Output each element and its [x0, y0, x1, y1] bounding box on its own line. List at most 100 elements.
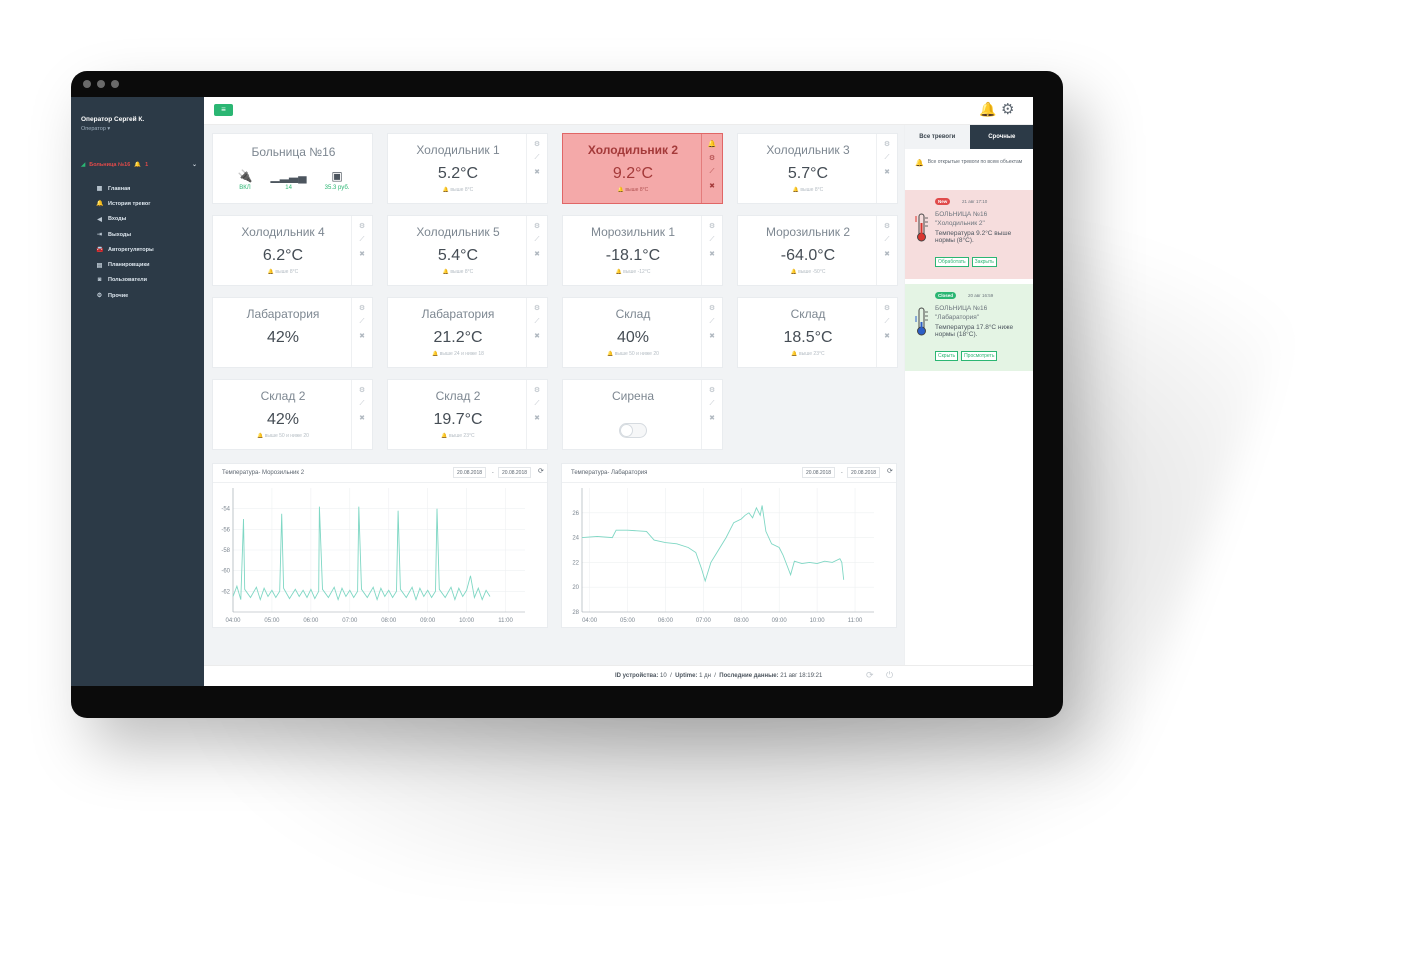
chart-icon[interactable]: ⟋: [534, 318, 540, 325]
date-from-input[interactable]: 20.08.2018: [453, 467, 487, 478]
gear-icon[interactable]: ⚙: [533, 141, 541, 148]
chart-icon[interactable]: ⟋: [709, 400, 715, 407]
gear-icon[interactable]: ⚙: [533, 387, 541, 394]
close-icon[interactable]: ✖: [359, 333, 365, 340]
sensor-card[interactable]: Склад 40% 🔔 выше 50 и ниже 20 ⚙ ⟋ ✖: [562, 297, 723, 368]
chart-icon[interactable]: ⟋: [884, 318, 890, 325]
menu-toggle-button[interactable]: ≡: [214, 104, 233, 116]
alert-card-closed[interactable]: Closed 20 авг 16:59 БОЛЬНИЦА №16 "Лабара…: [905, 284, 1033, 371]
chart-icon[interactable]: ⟋: [884, 154, 890, 161]
sidebar-item-3[interactable]: ◀ Входы: [96, 212, 154, 227]
sync-icon[interactable]: ⟳: [866, 670, 874, 680]
close-icon[interactable]: ✖: [534, 333, 540, 340]
process-button[interactable]: Обработать: [935, 257, 969, 267]
chart-icon[interactable]: ⟋: [359, 236, 365, 243]
chart-icon[interactable]: ⟋: [359, 400, 365, 407]
sidebar-item-6[interactable]: ▤ Планировщики: [96, 257, 154, 272]
sensor-card[interactable]: Холодильник 5 5.4°C 🔔 выше 8°C ⚙ ⟋ ✖: [387, 215, 548, 286]
money-icon: ▣: [331, 169, 343, 183]
sensor-card[interactable]: Холодильник 3 5.7°C 🔔 выше 8°C ⚙ ⟋ ✖: [737, 133, 898, 204]
chart-icon[interactable]: ⟋: [534, 400, 540, 407]
gear-icon[interactable]: ⚙: [533, 223, 541, 230]
close-icon[interactable]: ✖: [709, 251, 715, 258]
sidebar-item-label: Входы: [108, 216, 127, 223]
gear-icon[interactable]: ⚙: [708, 155, 716, 162]
gear-icon[interactable]: ⚙: [883, 223, 891, 230]
chart-icon[interactable]: ⟋: [709, 168, 715, 175]
view-button[interactable]: Просмотреть: [961, 351, 998, 361]
card-actions: ⚙ ⟋ ✖: [526, 216, 547, 285]
sensor-card[interactable]: Холодильник 4 6.2°C 🔔 выше 8°C ⚙ ⟋ ✖: [212, 215, 373, 286]
site-selector[interactable]: ◢ Больница №16 🔔 1 ⌄: [81, 161, 197, 169]
bell-icon[interactable]: 🔔: [979, 101, 997, 117]
sensor-card[interactable]: Сирена ⚙ ⟋ ✖: [562, 379, 723, 450]
app-screen: Оператор Сергей К. Оператор ▾ ◢ Больница…: [71, 97, 1033, 686]
sensor-card[interactable]: Склад 18.5°C 🔔 выше 23°C ⚙ ⟋ ✖: [737, 297, 898, 368]
sidebar-item-2[interactable]: 🔔 История тревог: [96, 196, 154, 211]
tab-all-alerts[interactable]: Все тревоги: [905, 125, 970, 149]
siren-toggle[interactable]: [619, 423, 647, 438]
chart-card-freezer2: Температура- Морозильник 2 20.08.2018 - …: [212, 463, 548, 628]
sensor-card[interactable]: Лабаратория 21.2°C 🔔 выше 24 и ниже 18 ⚙ ⟋ ✖: [387, 297, 548, 368]
user-role-dropdown[interactable]: Оператор ▾: [81, 126, 111, 132]
all-open-note: 🔔 Все открытые тревоги по всем объектам: [915, 159, 1030, 167]
close-icon[interactable]: ✖: [709, 415, 715, 422]
close-icon[interactable]: ✖: [359, 415, 365, 422]
power-icon[interactable]: ⏻: [886, 670, 894, 680]
hide-button[interactable]: Скрыть: [935, 351, 959, 361]
close-icon[interactable]: ✖: [709, 333, 715, 340]
chart-icon[interactable]: ⟋: [534, 154, 540, 161]
chart-icon[interactable]: ⟋: [709, 318, 715, 325]
gear-icon[interactable]: ⚙: [708, 223, 716, 230]
gear-icon[interactable]: ⚙: [358, 223, 366, 230]
date-to-input[interactable]: 20.08.2018: [847, 467, 881, 478]
refresh-icon[interactable]: ⟳: [538, 468, 544, 475]
close-icon[interactable]: ✖: [884, 169, 890, 176]
chart-icon[interactable]: ⟋: [709, 236, 715, 243]
settings-gear-icon[interactable]: ⚙: [1001, 101, 1015, 118]
alert-card-new[interactable]: New 21 авг 17:10 БОЛЬНИЦА №16 "Холодильн…: [905, 190, 1033, 279]
sidebar-item-5[interactable]: 🚘 Авторегуляторы: [96, 242, 154, 257]
date-to-input[interactable]: 20.08.2018: [498, 467, 532, 478]
close-icon[interactable]: ✖: [534, 251, 540, 258]
sensor-card[interactable]: Холодильник 2 9.2°C 🔔 выше 8°C 🔔 ⚙ ⟋ ✖: [562, 133, 723, 204]
card-actions: ⚙ ⟋ ✖: [876, 134, 897, 203]
gear-icon[interactable]: ⚙: [708, 305, 716, 312]
sidebar-item-7[interactable]: ◙ Пользователи: [96, 273, 154, 288]
sidebar-item-8[interactable]: ⚙ Прочие: [96, 288, 154, 303]
sensor-card[interactable]: Морозильник 2 -64.0°C 🔔 выше -50°C ⚙ ⟋ ✖: [737, 215, 898, 286]
close-icon[interactable]: ✖: [359, 251, 365, 258]
bell-alert-icon[interactable]: 🔔: [707, 141, 717, 148]
chart-icon[interactable]: ⟋: [884, 236, 890, 243]
refresh-icon[interactable]: ⟳: [887, 468, 893, 475]
threshold-note: 🔔 выше 23°C: [791, 351, 825, 357]
sidebar-item-1[interactable]: ▦ Главная: [96, 181, 154, 196]
sensor-card[interactable]: Склад 2 19.7°C 🔔 выше 23°C ⚙ ⟋ ✖: [387, 379, 548, 450]
x-tick-label: 06:00: [303, 618, 319, 624]
sidebar-item-4[interactable]: ⇥ Выходы: [96, 227, 154, 242]
sensor-card[interactable]: Склад 2 42% 🔔 выше 50 и ниже 20 ⚙ ⟋ ✖: [212, 379, 373, 450]
sensor-card[interactable]: Больница №16 🔌 ВКЛ ▁▂▃▄ 14 ▣ 35.3 руб.: [212, 133, 373, 204]
y-tick-label: 22: [572, 560, 579, 566]
gear-icon[interactable]: ⚙: [358, 387, 366, 394]
site-label: Больница №16: [89, 161, 131, 168]
gear-icon[interactable]: ⚙: [708, 387, 716, 394]
sensor-card[interactable]: Лабаратория 42% ⚙ ⟋ ✖: [212, 297, 373, 368]
users-icon: ◙: [97, 277, 102, 284]
close-icon[interactable]: ✖: [709, 183, 715, 190]
sensor-card[interactable]: Холодильник 1 5.2°C 🔔 выше 8°C ⚙ ⟋ ✖: [387, 133, 548, 204]
sensor-card[interactable]: Морозильник 1 -18.1°C 🔔 выше -12°C ⚙ ⟋ ✖: [562, 215, 723, 286]
gear-icon[interactable]: ⚙: [358, 305, 366, 312]
tab-urgent[interactable]: Срочные: [969, 125, 1033, 149]
close-button[interactable]: Закрыть: [971, 257, 997, 267]
gear-icon[interactable]: ⚙: [533, 305, 541, 312]
close-icon[interactable]: ✖: [884, 333, 890, 340]
gear-icon[interactable]: ⚙: [883, 141, 891, 148]
close-icon[interactable]: ✖: [534, 415, 540, 422]
gear-icon[interactable]: ⚙: [883, 305, 891, 312]
chart-icon[interactable]: ⟋: [359, 318, 365, 325]
chart-icon[interactable]: ⟋: [534, 236, 540, 243]
close-icon[interactable]: ✖: [884, 251, 890, 258]
date-from-input[interactable]: 20.08.2018: [802, 467, 836, 478]
close-icon[interactable]: ✖: [534, 169, 540, 176]
